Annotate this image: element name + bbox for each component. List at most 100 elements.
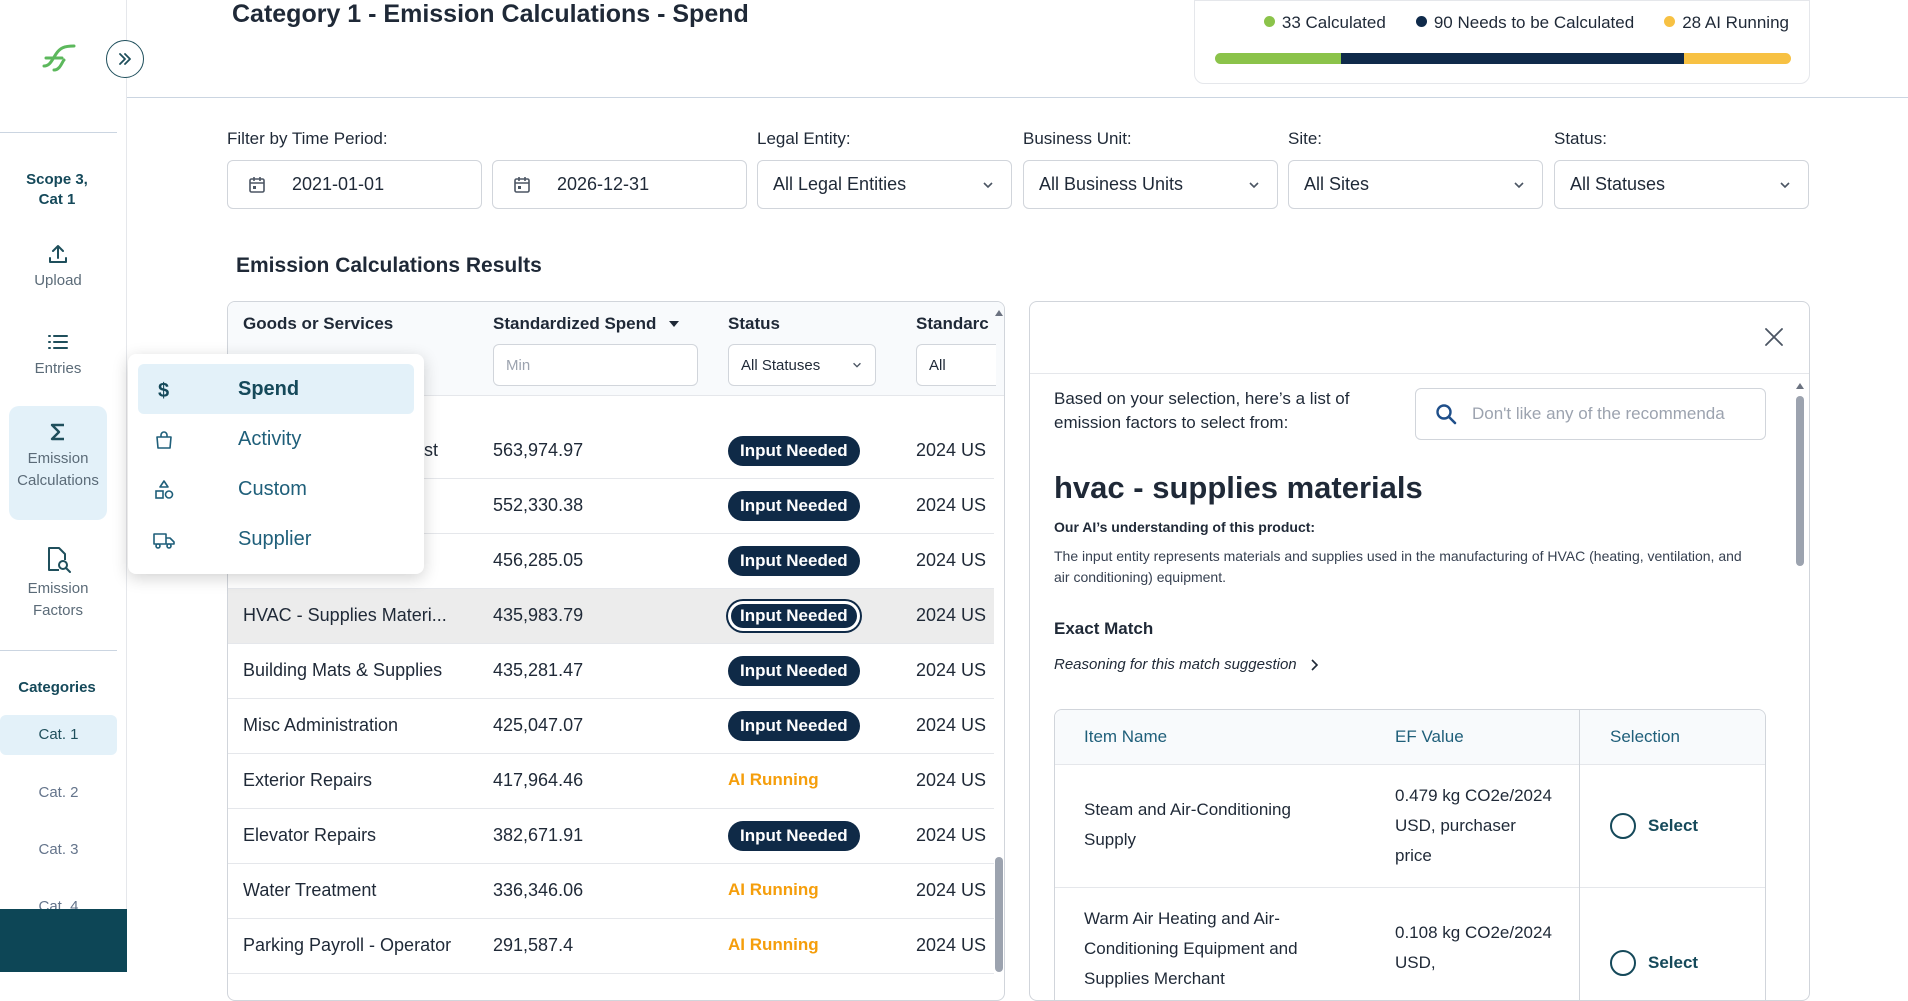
table-row[interactable]: Parking Payroll - Operator 291,587.4 AI Ru… <box>228 919 994 974</box>
spend-cell: 552,330.38 <box>493 495 584 515</box>
ef-column-name: Item Name <box>1084 727 1168 746</box>
nav-upload[interactable]: Upload <box>9 242 107 292</box>
status-badge[interactable]: Input Needed <box>728 436 860 466</box>
menu-item-spend-label: Spend <box>238 377 300 400</box>
reasoning-toggle[interactable]: Reasoning for this match suggestion <box>1054 656 1321 673</box>
ef-column-selection: Selection <box>1610 727 1680 746</box>
menu-item-custom-label: Custom <box>238 477 307 500</box>
column-status[interactable]: Status <box>728 314 780 333</box>
status-value: All Statuses <box>1570 174 1666 194</box>
ef-row: Steam and Air-Conditioning Supply 0.479 … <box>1055 765 1765 888</box>
nav-emission-factors[interactable]: Emission Factors <box>9 544 107 622</box>
ef-select-radio[interactable]: Select <box>1610 811 1698 841</box>
category-cat-2[interactable]: Cat. 2 <box>38 784 79 801</box>
standard-cell: 2024 US <box>916 660 987 680</box>
table-scrollbar[interactable] <box>994 305 1004 972</box>
standard-cell: 2024 US <box>916 495 987 515</box>
progress-needs <box>1340 53 1685 64</box>
table-row[interactable]: st 563,974.97 Input Needed 2024 US <box>228 424 994 479</box>
product-title: hvac - supplies materials <box>1054 470 1423 505</box>
legend-ai-running: 28 AI Running <box>1664 13 1789 33</box>
menu-item-supplier-label: Supplier <box>238 527 312 550</box>
ef-item-name: Warm Air Heating and Air-Conditioning Eq… <box>1084 909 1298 988</box>
nav-emission-calculations[interactable]: Emission Calculations <box>9 406 107 520</box>
column-spend[interactable]: Standardized Spend <box>493 314 681 334</box>
legal-entity-select[interactable]: All Legal Entities <box>757 160 1012 209</box>
nav-upload-label: Upload <box>34 272 82 289</box>
status-badge: AI Running <box>728 770 819 789</box>
status-badge[interactable]: Input Needed <box>728 601 860 631</box>
factor-search-input[interactable]: Don't like any of the recommenda <box>1415 388 1766 440</box>
end-date-input[interactable]: 2026-12-31 <box>492 160 747 209</box>
ef-column-value: EF Value <box>1395 727 1464 746</box>
ef-item-name: Steam and Air-Conditioning Supply <box>1084 800 1291 849</box>
category-cat-3[interactable]: Cat. 3 <box>38 841 79 858</box>
close-icon[interactable] <box>1763 326 1785 348</box>
categories-title: Categories <box>18 679 96 696</box>
expand-sidebar-button[interactable] <box>106 40 144 78</box>
calculation-type-menu: $ Spend Activity Custom Supplier <box>128 354 424 574</box>
table-row[interactable]: Building Mats & Supplies 435,281.47 Input … <box>228 644 994 699</box>
panel-scroll-thumb[interactable] <box>1796 396 1804 566</box>
min-spend-input[interactable]: Min <box>493 344 698 386</box>
ef-column-divider <box>1579 710 1580 1000</box>
column-goods[interactable]: Goods or Services <box>243 314 394 333</box>
menu-item-supplier[interactable]: Supplier <box>138 514 414 564</box>
business-unit-select[interactable]: All Business Units <box>1023 160 1278 209</box>
start-date-value: 2021-01-01 <box>292 174 385 194</box>
standard-cell: 2024 US <box>916 605 987 625</box>
status-select[interactable]: All Statuses <box>1554 160 1809 209</box>
nav-emission-calculations-label: Emission Calculations <box>17 450 99 489</box>
goods-cell: Water Treatment <box>243 880 377 900</box>
status-column-filter[interactable]: All Statuses <box>728 344 876 386</box>
status-badge[interactable]: Input Needed <box>728 821 860 851</box>
standard-column-filter[interactable]: All <box>916 344 996 386</box>
status-summary: 33 Calculated 90 Needs to be Calculated … <box>1194 0 1810 84</box>
status-badge[interactable]: Input Needed <box>728 711 860 741</box>
panel-header <box>1030 302 1809 374</box>
header-divider <box>127 97 1908 98</box>
table-row[interactable]: Misc Administration 425,047.07 Input Neede… <box>228 699 994 754</box>
chevron-down-icon <box>983 182 993 189</box>
menu-item-activity[interactable]: Activity <box>138 414 414 464</box>
table-scroll-thumb[interactable] <box>995 857 1003 972</box>
table-row[interactable]: HVAC - Supplies Materi... 435,983.79 Input… <box>228 589 994 644</box>
status-badge[interactable]: Input Needed <box>728 491 860 521</box>
status-badge: AI Running <box>728 880 819 899</box>
status-badge[interactable]: Input Needed <box>728 546 860 576</box>
progress-ai <box>1684 53 1791 64</box>
table-row[interactable]: Water Treatment 336,346.06 AI Running 2024 … <box>228 864 994 919</box>
nav-entries[interactable]: Entries <box>9 330 107 380</box>
ef-select-radio[interactable]: Select <box>1610 948 1698 978</box>
status-filter-label: Status: <box>1554 129 1607 148</box>
table-row[interactable]: 456,285.05 Input Needed 2024 US <box>228 534 994 589</box>
end-date-value: 2026-12-31 <box>557 174 650 194</box>
site-select[interactable]: All Sites <box>1288 160 1543 209</box>
menu-item-custom[interactable]: Custom <box>138 464 414 514</box>
table-row[interactable]: Elevator Repairs 382,671.91 Input Needed 20… <box>228 809 994 864</box>
standard-cell: 2024 US <box>916 935 987 955</box>
column-standard[interactable]: Standarc <box>916 314 989 333</box>
goods-cell: Building Mats & Supplies <box>243 660 443 680</box>
factor-search-placeholder: Don't like any of the recommenda <box>1472 404 1725 423</box>
nav-emission-factors-label: Emission Factors <box>27 580 89 619</box>
menu-item-spend[interactable]: $ Spend <box>138 364 414 414</box>
table-row[interactable]: 552,330.38 Input Needed 2024 US <box>228 479 994 534</box>
start-date-input[interactable]: 2021-01-01 <box>227 160 482 209</box>
page-title: Category 1 - Emission Calculations - Spe… <box>232 0 749 28</box>
search-icon <box>1436 404 1457 425</box>
sidebar: Scope 3, Cat 1 Upload Entries Emission C… <box>0 0 127 972</box>
chevron-down-icon <box>1780 182 1790 189</box>
match-type: Exact Match <box>1054 619 1154 638</box>
business-unit-label: Business Unit: <box>1023 129 1132 148</box>
table-row[interactable]: Exterior Repairs 417,964.46 AI Running 2024… <box>228 754 994 809</box>
category-cat-1[interactable]: Cat. 1 <box>0 715 117 755</box>
scroll-up-icon <box>1796 383 1804 389</box>
panel-scrollbar[interactable] <box>1795 378 1805 972</box>
standard-cell: 2024 US <box>916 825 987 845</box>
site-value: All Sites <box>1304 174 1370 194</box>
status-badge[interactable]: Input Needed <box>728 656 860 686</box>
legal-entity-label: Legal Entity: <box>757 129 851 148</box>
chevron-right-icon <box>1311 658 1318 671</box>
business-unit-value: All Business Units <box>1039 174 1184 194</box>
